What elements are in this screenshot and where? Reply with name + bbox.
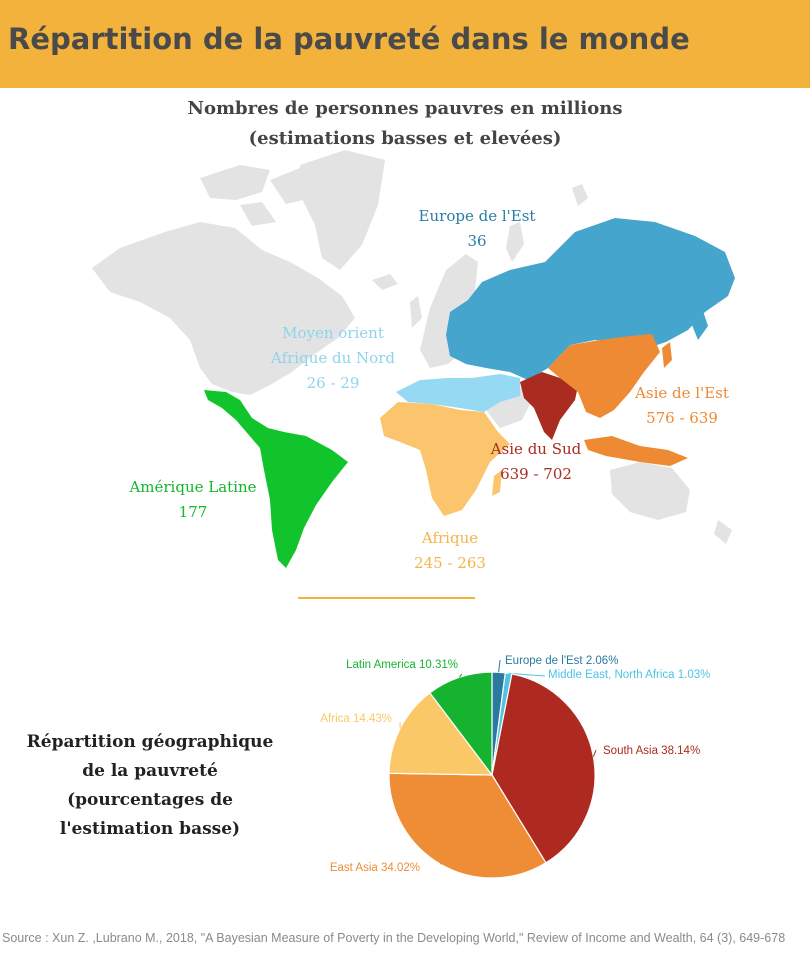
source-note: Source : Xun Z. ,Lubrano M., 2018, "A Ba… [2,931,786,945]
pie-heading: Répartition géographique de la pauvreté … [0,728,300,844]
map-region-asie-est [548,334,660,418]
pie-leader-line [458,673,463,678]
label-asie-est-value: 576 - 639 [646,409,718,427]
pie-slice-label: South Asia 38.14% [603,745,700,757]
page-title: Répartition de la pauvreté dans le monde [8,22,690,56]
label-amerique-latine: Amérique Latine 177 [118,475,268,525]
label-afrique: Afrique 245 - 263 [400,526,500,576]
pie-leader-line [508,672,546,677]
pie-slice [491,673,596,864]
pie-leader-line [498,659,501,673]
label-asie-sud-value: 639 - 702 [500,465,572,483]
label-moyen-orient-value: 26 - 29 [306,374,360,392]
label-europe-est: Europe de l'Est 36 [412,204,542,254]
pie-heading-line2: de la pauvreté [82,761,218,781]
pie-slice-label: Middle East, North Africa 1.03% [548,669,710,681]
pie-heading-line1: Répartition géographique [26,732,274,752]
map-region-amerique-latine [204,390,348,568]
map-region-kamchatka [690,308,708,340]
pie-heading-line3: (pourcentages de [67,790,233,810]
label-asie-sud: Asie du Sud 639 - 702 [480,437,592,487]
pie-heading-line4: l'estimation basse) [59,819,241,839]
label-afrique-name: Afrique [421,529,479,547]
map-region-japan [662,342,672,368]
pie-slice-label: Africa 14.43% [320,713,392,725]
label-amerique-latine-name: Amérique Latine [129,478,257,496]
map-other-land [92,150,732,544]
label-europe-est-name: Europe de l'Est [418,207,536,225]
label-asie-est: Asie de l'Est 576 - 639 [626,381,738,431]
label-asie-sud-name: Asie du Sud [490,440,582,458]
pie-slice-label: Europe de l'Est 2.06% [505,655,618,667]
pie-slice-label: Latin America 10.31% [346,659,458,671]
label-europe-est-value: 36 [467,232,487,250]
label-moyen-orient-name1: Moyen orient [282,324,384,342]
map-region-afrique [380,402,510,516]
map-region-indonesia [584,436,688,466]
map-subtitle-line2: (estimations basses et elevées) [248,128,562,149]
label-asie-est-name: Asie de l'Est [635,384,729,402]
label-amerique-latine-value: 177 [178,503,208,521]
pie-leader-line [592,749,597,757]
label-afrique-value: 245 - 263 [414,554,486,572]
map-region-europe-est [446,218,735,380]
label-moyen-orient: Moyen orient Afrique du Nord 26 - 29 [258,321,408,396]
map-region-asie-sud [520,372,578,440]
pie-leader-line [439,861,442,865]
map-subtitle-line1: Nombres de personnes pauvres en millions [187,98,623,119]
pie-slice-label: East Asia 34.02% [330,862,420,874]
title-banner: Répartition de la pauvreté dans le monde [0,0,810,88]
world-map [92,150,735,568]
map-region-moyen-orient [396,374,520,412]
map-region-madagascar [492,470,502,496]
label-moyen-orient-name2: Afrique du Nord [271,349,395,367]
map-subtitle: Nombres de personnes pauvres en millions… [0,94,810,154]
section-divider [298,597,475,599]
